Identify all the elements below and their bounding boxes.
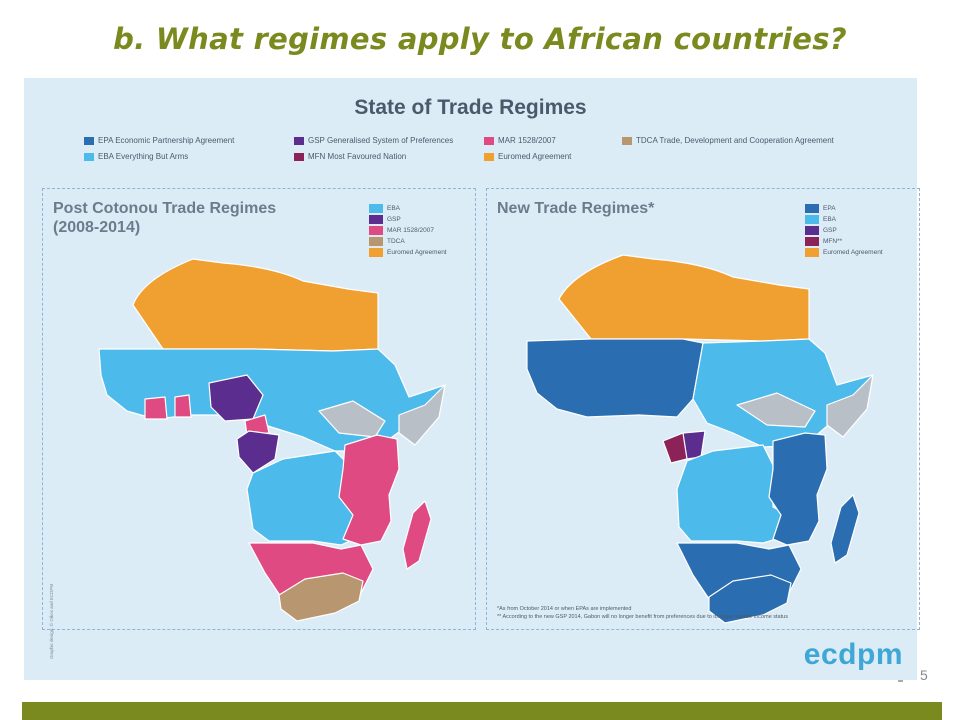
map-post-cotonou: Post Cotonou Trade Regimes (2008-2014) E… [42,188,476,659]
map-left-legend-eba: EBA [369,203,447,214]
legend-label: Euromed Agreement [387,249,447,256]
footnote-1: *As from October 2014 or when EPAs are i… [497,606,632,612]
legend-label: EPA [823,205,836,212]
legend-swatch [805,204,819,213]
page-mark [898,680,903,682]
map-left-legend-mar: MAR 1528/2007 [369,225,447,236]
legend-item-tdca: TDCA Trade, Development and Cooperation … [622,136,834,145]
legend-label: MFN** [823,238,843,245]
legend-swatch [484,136,494,145]
map-right-legend-epa: EPA [805,203,883,214]
map-new-regimes: New Trade Regimes* EPA EBA GSP MFN** Eur… [486,188,920,630]
legend-swatch [622,136,632,145]
legend-swatch [369,226,383,235]
legend-label: MAR 1528/2007 [498,136,556,145]
map-right-legend-eba: EBA [805,214,883,225]
map-left-title: Post Cotonou Trade Regimes (2008-2014) [53,199,276,237]
legend-swatch [84,152,94,161]
legend-label: MAR 1528/2007 [387,227,434,234]
legend-label: Euromed Agreement [823,249,883,256]
legend-label: EBA Everything But Arms [98,152,189,161]
legend-swatch [805,237,819,246]
page-number: 5 [920,667,928,683]
legend-label: GSP [823,227,837,234]
legend-swatch [369,215,383,224]
legend-item-mar: MAR 1528/2007 [484,136,556,145]
map-right-legend-mfn: MFN** [805,236,883,247]
footnote-2: ** According to the new GSP 2014, Gabon … [497,614,788,620]
legend-swatch [294,152,304,161]
map-right-legend-euromed: Euromed Agreement [805,247,883,258]
infographic-title: State of Trade Regimes [354,96,587,119]
map-left-legend: EBA GSP MAR 1528/2007 TDCA Euromed Agree… [369,203,447,258]
legend-label: EPA Economic Partnership Agreement [98,136,235,145]
footer-bar [22,702,942,720]
legend-swatch [369,248,383,257]
main-legend: EPA Economic Partnership Agreement EBA E… [84,136,884,170]
legend-swatch [369,204,383,213]
map-left-legend-euromed: Euromed Agreement [369,247,447,258]
map-right-legend-gsp: GSP [805,225,883,236]
map-left-title-line1: Post Cotonou Trade Regimes [53,200,277,217]
legend-item-eba: EBA Everything But Arms [84,152,188,161]
ecdpm-logo: ecdpm [803,638,903,671]
map-right-title: New Trade Regimes* [497,200,655,217]
legend-swatch [805,226,819,235]
legend-label: Euromed Agreement [498,152,572,161]
legend-label: TDCA Trade, Development and Cooperation … [636,136,834,145]
africa-map-left [98,258,446,622]
map-left-title-line2: (2008-2014) [53,219,141,236]
legend-label: EBA [387,205,401,212]
legend-label: MFN Most Favoured Nation [308,152,407,161]
legend-label: TDCA [387,238,405,245]
legend-label: GSP Generalised System of Preferences [308,136,454,145]
legend-swatch [294,136,304,145]
slide-title: b. What regimes apply to African countri… [113,22,847,56]
legend-label: EBA [823,216,837,223]
legend-item-mfn: MFN Most Favoured Nation [294,152,406,161]
africa-map-right [526,254,874,624]
legend-swatch [84,136,94,145]
legend-swatch [369,237,383,246]
map-right-legend: EPA EBA GSP MFN** Euromed Agreement [805,203,883,258]
legend-swatch [484,152,494,161]
map-footnotes: *As from October 2014 or when EPAs are i… [497,605,788,621]
graphic-credit: Graphic design: © Oikos and ECDPM [49,583,54,659]
infographic-panel: State of Trade Regimes EPA Economic Part… [24,78,920,680]
legend-item-gsp: GSP Generalised System of Preferences [294,136,453,145]
legend-swatch [805,248,819,257]
legend-item-epa: EPA Economic Partnership Agreement [84,136,234,145]
legend-item-euromed: Euromed Agreement [484,152,571,161]
map-left-legend-gsp: GSP [369,214,447,225]
map-left-legend-tdca: TDCA [369,236,447,247]
legend-label: GSP [387,216,401,223]
legend-swatch [805,215,819,224]
